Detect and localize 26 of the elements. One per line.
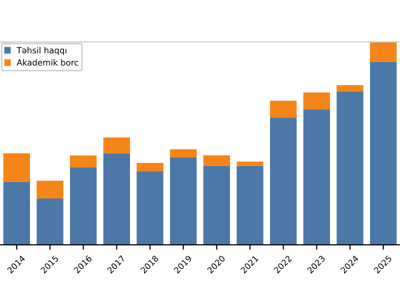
bar: [370, 42, 397, 62]
legend-label: Təhsil haqqı: [16, 46, 66, 55]
bar: [270, 100, 297, 118]
bar: [370, 62, 397, 245]
bar: [303, 92, 330, 110]
bar: [336, 91, 364, 245]
legend-label: Akademik borc: [16, 59, 78, 66]
bar: [36, 198, 64, 245]
bar: [236, 162, 264, 166]
bar: [303, 109, 330, 245]
bar: [70, 167, 97, 245]
bar: [203, 155, 230, 166]
bar: [3, 182, 30, 245]
bar: [170, 149, 197, 158]
bar: [103, 153, 130, 245]
bar: [36, 180, 64, 199]
bar: [270, 118, 297, 245]
bar: [136, 162, 164, 172]
bar: [3, 153, 30, 182]
bar: [203, 166, 230, 245]
bar: [70, 156, 97, 168]
bar: [136, 171, 164, 245]
bar: [103, 137, 130, 154]
bar: [170, 158, 197, 245]
bar: [236, 166, 264, 245]
bar: [336, 85, 364, 92]
